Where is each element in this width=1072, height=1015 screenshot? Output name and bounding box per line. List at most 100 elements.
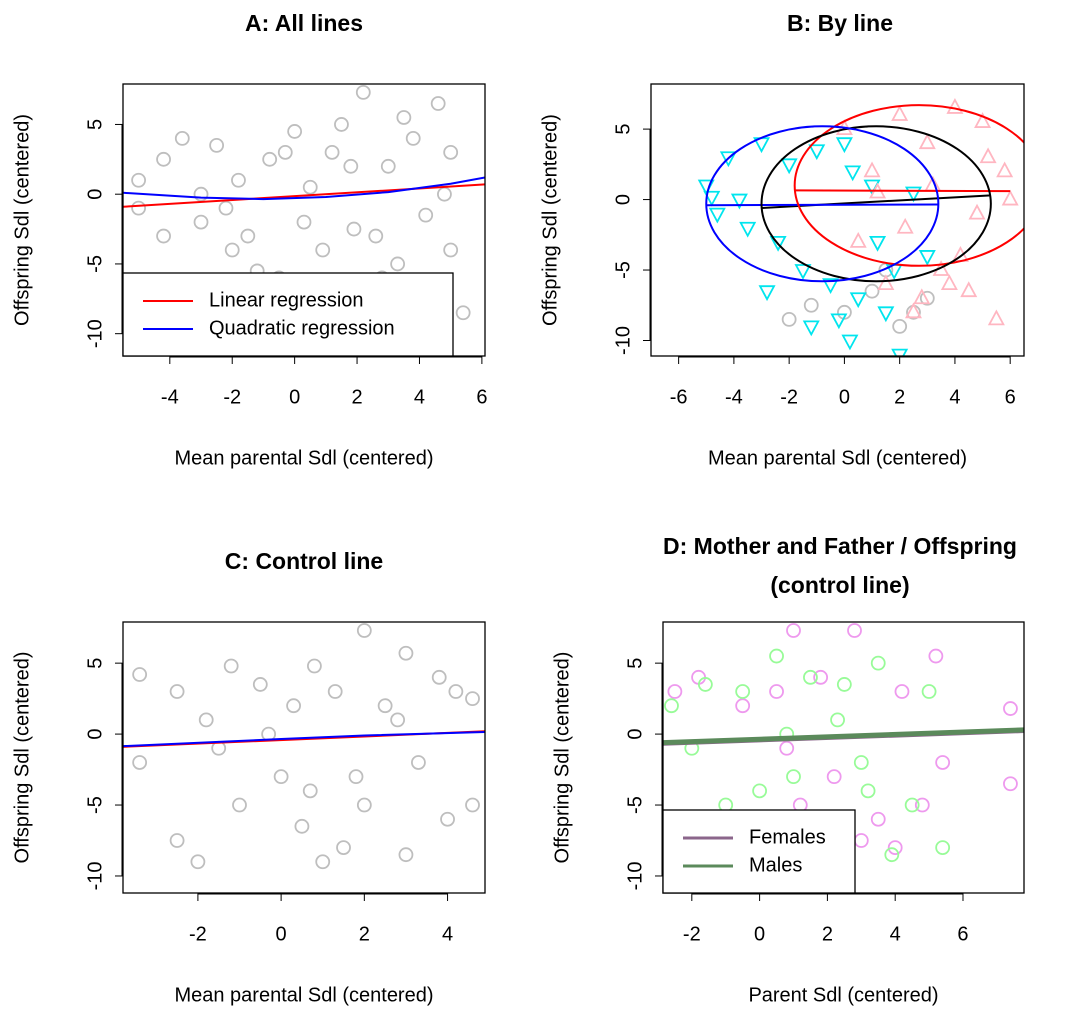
- point: [437, 186, 452, 202]
- point: [667, 684, 683, 699]
- y-tick-label: -10: [612, 326, 634, 355]
- point: [390, 712, 406, 728]
- point: [398, 847, 414, 863]
- point: [904, 186, 922, 203]
- y-tick-label: -5: [612, 261, 634, 279]
- point: [830, 313, 848, 330]
- x-axis-label: Mean parental Sdl (centered): [174, 447, 433, 469]
- y-axis-label: Offspring Sdl (centered): [539, 114, 561, 326]
- point: [803, 669, 818, 685]
- x-tick-label: -4: [161, 386, 179, 408]
- point: [935, 755, 951, 770]
- y-axis-label: Offspring Sdl (centered): [11, 652, 33, 864]
- point: [252, 677, 268, 692]
- point: [849, 292, 867, 309]
- point: [327, 684, 343, 699]
- point: [465, 797, 480, 813]
- point: [946, 98, 964, 114]
- point: [808, 144, 826, 161]
- point: [390, 256, 406, 272]
- point: [813, 669, 829, 685]
- point: [131, 172, 147, 188]
- point: [960, 281, 978, 298]
- x-tick-label: -4: [725, 386, 743, 408]
- point: [443, 242, 459, 258]
- point: [979, 147, 997, 164]
- point: [781, 311, 797, 327]
- point: [919, 290, 935, 306]
- x-tick-label: 0: [754, 923, 765, 945]
- point: [465, 691, 480, 707]
- point: [277, 144, 293, 160]
- point: [131, 200, 147, 216]
- x-tick-label: 2: [894, 386, 905, 408]
- point: [343, 158, 359, 174]
- point: [769, 235, 787, 252]
- point: [786, 623, 801, 638]
- point: [780, 158, 798, 175]
- panel: B: By line Mean parental Sdl (centered) Of…: [539, 10, 1025, 469]
- point: [844, 165, 862, 182]
- x-tick-label: -2: [223, 386, 241, 408]
- y-tick-label: 5: [84, 119, 106, 130]
- y-tick-label: -10: [84, 862, 106, 891]
- point: [132, 755, 148, 770]
- point: [356, 623, 372, 638]
- chart-title: C: Control line: [225, 548, 383, 574]
- legend-label: Quadratic regression: [209, 317, 395, 339]
- point: [708, 207, 726, 224]
- point: [193, 186, 209, 202]
- point: [231, 172, 246, 188]
- point: [315, 242, 331, 258]
- legend-label: Linear regression: [209, 289, 364, 311]
- point: [368, 228, 384, 244]
- point: [987, 309, 1005, 326]
- plot-frame: [650, 83, 1025, 357]
- x-tick-label: -2: [683, 923, 701, 945]
- point: [703, 190, 721, 207]
- point: [455, 305, 471, 321]
- x-tick-label: 2: [822, 923, 833, 945]
- point: [1003, 776, 1018, 792]
- fit-line: [123, 176, 485, 201]
- point: [209, 137, 225, 153]
- panel: D: Mother and Father / Offspring (control…: [551, 533, 1025, 1006]
- point: [914, 797, 930, 813]
- point: [822, 278, 840, 295]
- x-axis-label: Mean parental Sdl (centered): [708, 447, 967, 469]
- point: [664, 698, 679, 714]
- x-tick-label: 4: [442, 923, 453, 945]
- point: [411, 755, 426, 770]
- point: [864, 283, 880, 299]
- y-axis-label: Offspring Sdl (centered): [11, 114, 33, 326]
- panel: C: Control line Mean parental Sdl (center…: [11, 548, 486, 1006]
- point: [836, 677, 852, 692]
- point: [877, 306, 895, 323]
- point: [877, 274, 895, 291]
- chart-title: (control line): [770, 572, 909, 598]
- point: [398, 645, 414, 661]
- point: [380, 158, 396, 174]
- point: [853, 833, 869, 848]
- x-tick-label: -2: [189, 923, 207, 945]
- point: [870, 811, 886, 827]
- ellipse: [760, 125, 992, 283]
- x-tick-label: 4: [414, 386, 425, 408]
- legend-label: Females: [749, 826, 826, 848]
- point: [377, 698, 393, 714]
- fit-line: [706, 203, 939, 207]
- point: [193, 214, 209, 230]
- point: [735, 698, 751, 714]
- legend-box: [122, 272, 454, 357]
- point: [803, 297, 819, 313]
- point: [336, 840, 351, 855]
- point: [224, 242, 240, 258]
- x-tick-label: 6: [476, 386, 487, 408]
- point: [296, 214, 312, 230]
- point: [307, 658, 322, 674]
- x-tick-label: -2: [780, 386, 798, 408]
- plot-area: [697, 98, 1024, 356]
- point: [891, 348, 909, 356]
- point: [156, 228, 171, 244]
- point: [1003, 701, 1018, 716]
